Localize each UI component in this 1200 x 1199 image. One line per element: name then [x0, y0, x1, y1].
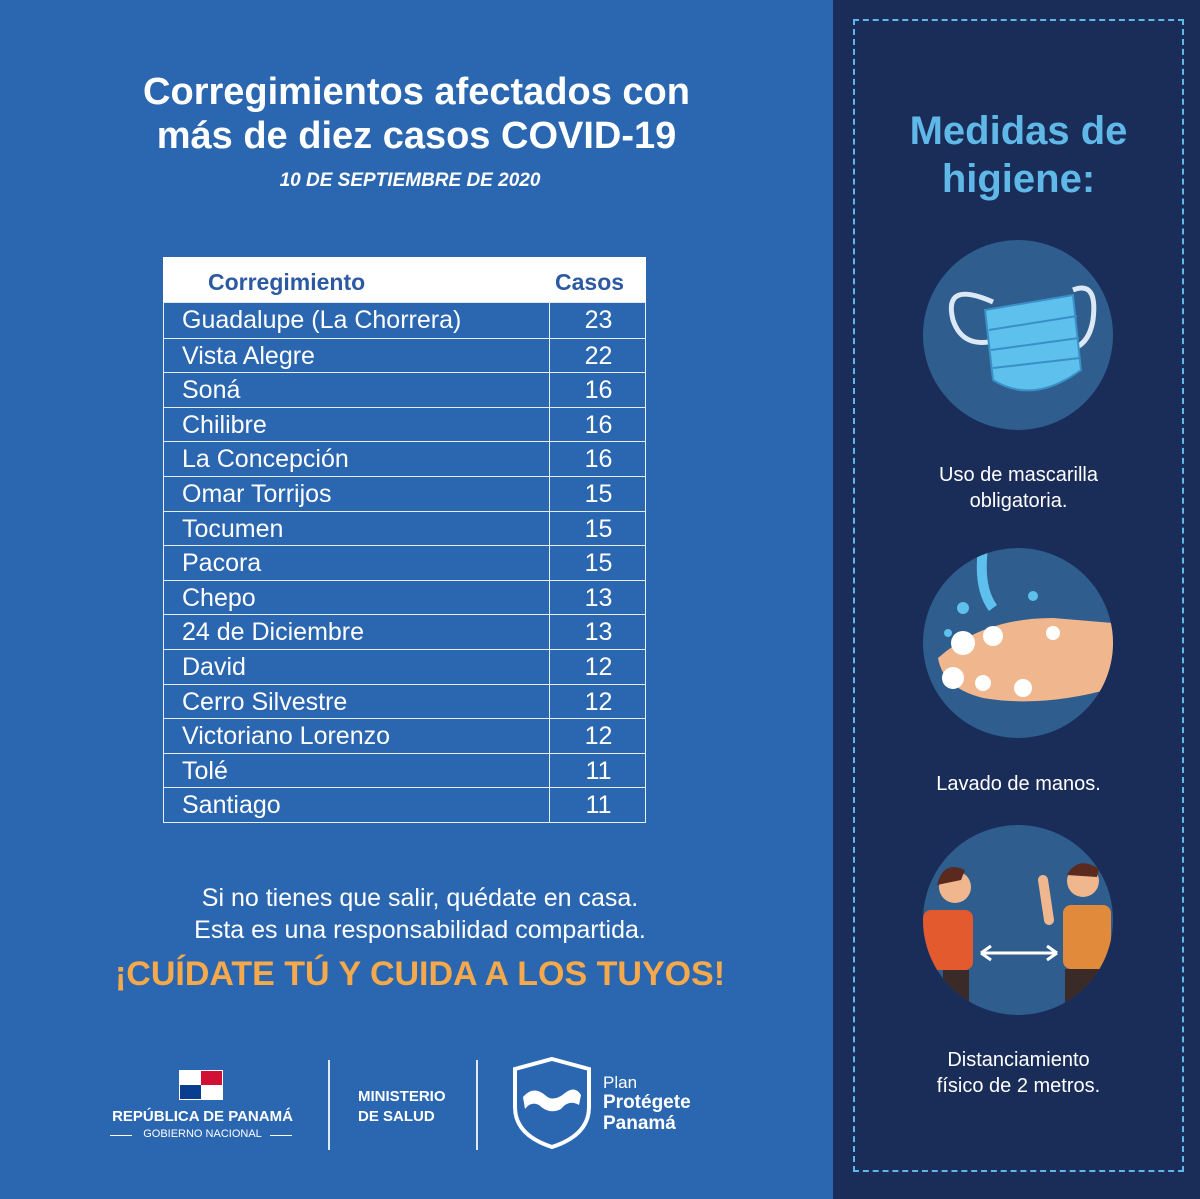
- column-header-casos: Casos: [555, 269, 625, 295]
- footer-divider: [476, 1060, 478, 1150]
- distancing-caption-line1: Distanciamiento: [947, 1049, 1090, 1071]
- footer-divider: [328, 1060, 330, 1150]
- corregimiento-name: Tocumen: [182, 514, 284, 543]
- case-count: 13: [549, 615, 647, 650]
- corregimiento-name: 24 de Diciembre: [182, 618, 365, 647]
- republic-logo: REPÚBLICA DE PANAMÁ GOBIERNO NACIONAL: [90, 1060, 315, 1160]
- table-row: Tocumen 15: [164, 510, 647, 547]
- table-row: Santiago 11: [164, 787, 647, 823]
- case-count: 15: [549, 476, 647, 512]
- case-count: 15: [549, 546, 647, 581]
- panama-flag-icon: [179, 1070, 223, 1100]
- table-row: Cerro Silvestre 12: [164, 683, 647, 720]
- government-underline-left: [110, 1135, 132, 1136]
- corregimiento-name: Victoriano Lorenzo: [182, 722, 391, 751]
- table-row: Chepo 13: [164, 579, 647, 616]
- case-count: 16: [549, 407, 647, 443]
- corregimiento-name: Omar Torrijos: [182, 479, 332, 508]
- shield-map-icon: [513, 1056, 591, 1150]
- corregimiento-name: Soná: [182, 376, 241, 405]
- main-panel: [0, 0, 833, 1199]
- government-name: GOBIERNO NACIONAL: [143, 1128, 262, 1140]
- report-date: 10 DE SEPTIEMBRE DE 2020: [279, 170, 541, 191]
- corregimiento-name: La Concepción: [182, 445, 349, 474]
- case-count: 13: [549, 580, 647, 616]
- case-count: 15: [549, 511, 647, 547]
- hygiene-title-line2: higiene:: [941, 157, 1096, 201]
- table-row: Soná 16: [164, 372, 647, 408]
- case-count: 22: [549, 338, 647, 374]
- corregimiento-name: Vista Alegre: [182, 341, 315, 370]
- case-count: 16: [549, 442, 647, 477]
- table-row: Tolé 11: [164, 752, 647, 789]
- call-to-action: ¡CUÍDATE TÚ Y CUIDA A LOS TUYOS!: [114, 955, 726, 993]
- corregimiento-name: Cerro Silvestre: [182, 687, 348, 716]
- corregimiento-name: Chepo: [182, 583, 256, 612]
- table-header: Corregimiento Casos: [163, 257, 646, 303]
- table-row: David 12: [164, 648, 647, 685]
- face-mask-icon: [923, 240, 1113, 430]
- ministry-logo: MINISTERIO DE SALUD: [355, 1060, 465, 1160]
- social-distancing-icon: [923, 825, 1113, 1015]
- table-row: 24 de Diciembre 13: [164, 614, 647, 650]
- plan-name-line2: Panamá: [603, 1113, 676, 1134]
- case-count: 16: [549, 373, 647, 408]
- cases-table: Corregimiento Casos Guadalupe (La Chorre…: [163, 257, 646, 832]
- shared-responsibility-message: Esta es una responsabilidad compartida.: [194, 916, 646, 944]
- page-title-line1: Corregimientos afectados con: [143, 71, 690, 113]
- corregimiento-name: David: [182, 652, 246, 681]
- hygiene-title-line1: Medidas de: [909, 109, 1128, 153]
- table-row: Victoriano Lorenzo 12: [164, 718, 647, 754]
- page-title-line2: más de diez casos COVID-19: [156, 115, 677, 157]
- handwash-caption: Lavado de manos.: [936, 773, 1101, 795]
- mask-caption-line2: obligatoria.: [969, 490, 1068, 512]
- mask-caption-line1: Uso de mascarilla: [939, 464, 1098, 486]
- corregimiento-name: Pacora: [182, 549, 262, 578]
- corregimiento-name: Santiago: [182, 791, 281, 820]
- table-row: La Concepción 16: [164, 441, 647, 477]
- case-count: 23: [549, 303, 647, 338]
- plan-protegete-logo: Plan Protégete Panamá: [505, 1056, 735, 1160]
- corregimiento-name: Chilibre: [182, 410, 267, 439]
- plan-name-line1: Protégete: [603, 1092, 691, 1113]
- table-row: Vista Alegre 22: [164, 337, 647, 374]
- distancing-caption-line2: físico de 2 metros.: [936, 1075, 1101, 1097]
- table-body: Guadalupe (La Chorrera) 23 Vista Alegre 22 S…: [163, 303, 646, 823]
- hand-washing-icon: [923, 548, 1113, 738]
- table-row: Omar Torrijos 15: [164, 475, 647, 512]
- stay-home-message: Si no tienes que salir, quédate en casa.: [201, 884, 639, 912]
- hygiene-panel-border: [853, 19, 1184, 1172]
- table-row: Guadalupe (La Chorrera) 23: [164, 303, 645, 338]
- column-header-corregimiento: Corregimiento: [208, 269, 366, 295]
- case-count: 12: [549, 719, 647, 754]
- corregimiento-name: Guadalupe (La Chorrera): [182, 306, 462, 334]
- table-row: Pacora 15: [164, 545, 647, 581]
- plan-label: Plan: [603, 1073, 638, 1092]
- case-count: 12: [549, 684, 647, 720]
- government-underline-right: [270, 1135, 292, 1136]
- country-name: REPÚBLICA DE PANAMÁ: [112, 1108, 293, 1125]
- case-count: 12: [549, 649, 647, 685]
- case-count: 11: [549, 753, 647, 789]
- corregimiento-name: Tolé: [182, 756, 228, 785]
- table-row: Chilibre 16: [164, 406, 647, 443]
- ministry-line2: DE SALUD: [358, 1108, 435, 1125]
- ministry-line1: MINISTERIO: [358, 1088, 446, 1105]
- case-count: 11: [549, 788, 647, 823]
